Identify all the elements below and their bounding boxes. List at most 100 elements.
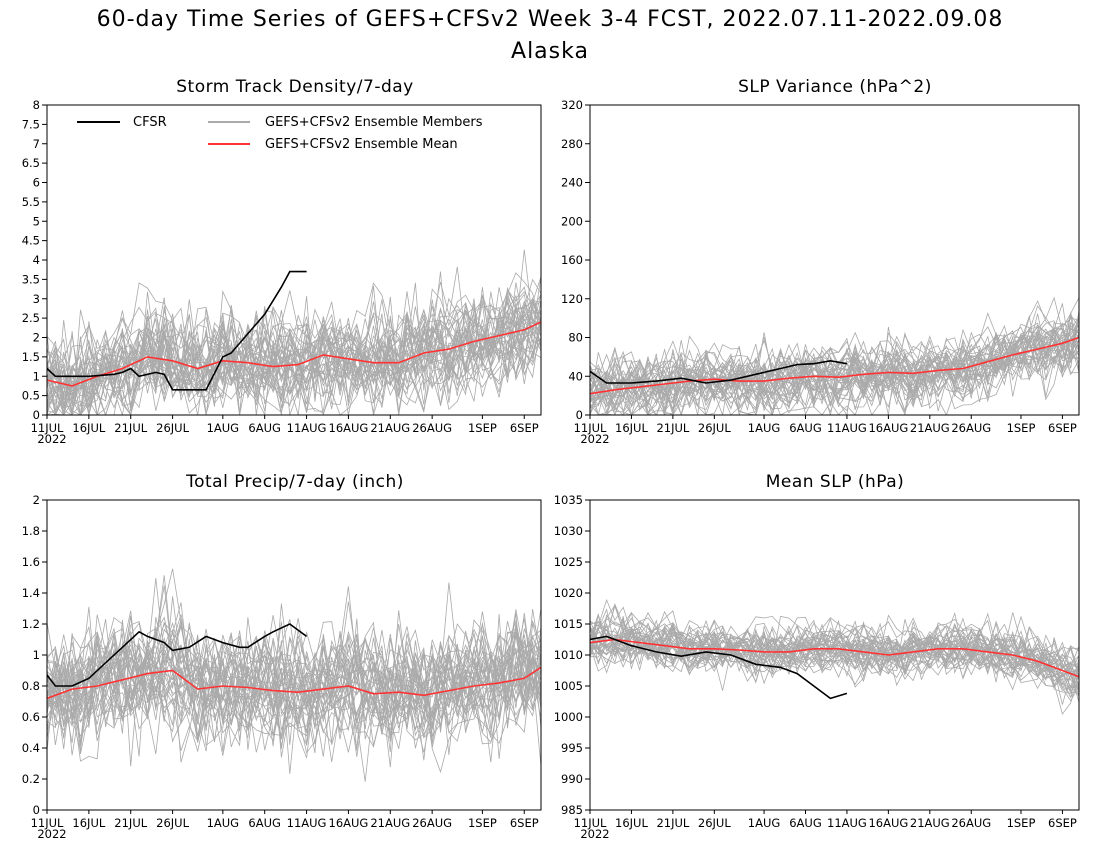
ensemble-member-line (590, 622, 1079, 694)
x-tick-label: 6SEP (1048, 421, 1077, 435)
storm-track-density-panel: Storm Track Density/7-day 0 0.5 1 1.5 2 2.5 3 3… (22, 77, 542, 446)
y-tick-label: 5 (33, 214, 40, 228)
y-tick-label: 1020 (554, 586, 583, 600)
y-tick-label: 2.5 (22, 311, 40, 325)
ensemble-member-line (590, 603, 1079, 677)
x-year-label: 2022 (37, 432, 66, 446)
figure-subtitle: Alaska (511, 39, 589, 64)
x-tick-label: 11AUG (827, 816, 867, 830)
y-tick-label: 320 (561, 98, 583, 112)
y-tick-label: 1.4 (22, 586, 40, 600)
y-tick-label: 0.6 (22, 710, 40, 724)
y-tick-label: 4.5 (22, 234, 40, 248)
x-tick-label: 6SEP (510, 816, 539, 830)
y-tick-label: 280 (561, 137, 583, 151)
ensemble-mean-line (47, 666, 541, 700)
cfsr-line (47, 623, 308, 687)
ensemble-member-line (47, 298, 541, 415)
ensemble-member-line (47, 310, 541, 415)
ensemble-member-line (590, 598, 1079, 670)
y-tick-label: 985 (561, 803, 583, 817)
x-tick-label: 11JUL (31, 816, 64, 830)
y-tick-label: 7 (33, 137, 40, 151)
x-tick-label: 1AUG (748, 421, 781, 435)
ensemble-member-line (590, 334, 1079, 408)
x-tick-label: 1SEP (468, 816, 497, 830)
x-tick-label: 6AUG (248, 816, 281, 830)
x-tick-label: 21JUL (656, 816, 689, 830)
panel-title: Mean SLP (hPa) (766, 472, 905, 492)
y-tick-label: 1015 (554, 617, 583, 631)
x-tick-label: 16JUL (615, 421, 648, 435)
ensemble-member-line (590, 617, 1079, 674)
cfsr-line (47, 270, 307, 391)
ensemble-member-line (590, 318, 1079, 403)
legend-label-members: GEFS+CFSv2 Ensemble Members (265, 115, 483, 130)
ensemble-member-line (47, 613, 541, 737)
y-tick-label: 0.5 (22, 389, 40, 403)
ensemble-member-line (590, 312, 1079, 415)
ensemble-member-line (590, 336, 1079, 410)
x-tick-label: 26AUG (412, 816, 452, 830)
x-tick-label: 21JUL (114, 421, 147, 435)
y-tick-label: 1.8 (22, 524, 40, 538)
x-year-label: 2022 (580, 827, 609, 841)
ensemble-member-line (47, 282, 541, 415)
x-tick-label: 6SEP (1048, 816, 1077, 830)
ensemble-member-line (47, 293, 541, 391)
x-tick-label: 26AUG (951, 816, 991, 830)
y-tick-label: 1.6 (22, 555, 40, 569)
x-tick-label: 16JUL (72, 421, 105, 435)
x-tick-label: 26JUL (156, 421, 189, 435)
ensemble-member-line (47, 305, 541, 415)
x-tick-label: 1SEP (1007, 421, 1036, 435)
y-tick-label: 120 (561, 292, 583, 306)
x-tick-label: 26JUL (698, 816, 731, 830)
ensemble-member-line (47, 276, 541, 404)
ensemble-member-line (47, 295, 541, 415)
x-tick-label: 21AUG (370, 421, 410, 435)
mean-slp-panel: Mean SLP (hPa) 985 990 995 1000 1005 1010 1015… (554, 472, 1080, 841)
y-tick-label: 1030 (554, 524, 583, 538)
total-precip-panel: Total Precip/7-day (inch) 0 0.2 0.4 0.6 0.8 1… (22, 472, 542, 841)
ensemble-member-line (47, 329, 541, 415)
y-tick-label: 1 (33, 369, 40, 383)
ensemble-mean-line (590, 638, 1079, 678)
ensemble-member-line (47, 568, 541, 756)
slp-variance-panel: SLP Variance (hPa^2) 0 40 80 120 160 200 240 28… (561, 77, 1080, 446)
ensemble-member-line (47, 320, 541, 415)
y-tick-label: 1.5 (22, 350, 40, 364)
figure-title: 60-day Time Series of GEFS+CFSv2 Week 3-… (97, 7, 1004, 32)
ensemble-members (47, 568, 541, 782)
x-tick-label: 21AUG (910, 816, 950, 830)
y-tick-label: 7.5 (22, 117, 40, 131)
panel-title: SLP Variance (hPa^2) (738, 77, 932, 97)
y-tick-label: 0 (33, 408, 40, 422)
y-tick-label: 2 (33, 331, 40, 345)
x-tick-label: 1SEP (468, 421, 497, 435)
ensemble-members (590, 598, 1079, 715)
ensemble-member-line (47, 626, 541, 734)
x-tick-label: 6AUG (789, 816, 822, 830)
ensemble-member-line (590, 322, 1079, 403)
x-tick-label: 11AUG (827, 421, 867, 435)
ensemble-member-line (590, 616, 1079, 692)
y-tick-label: 1.2 (22, 617, 40, 631)
x-year-label: 2022 (37, 827, 66, 841)
x-tick-label: 21AUG (370, 816, 410, 830)
y-tick-label: 80 (568, 331, 583, 345)
ensemble-member-line (47, 320, 541, 415)
y-tick-label: 0.4 (22, 741, 40, 755)
ensemble-members (47, 249, 541, 415)
ensemble-member-line (47, 315, 541, 415)
y-tick-label: 5.5 (22, 195, 40, 209)
y-tick-label: 1 (33, 648, 40, 662)
x-tick-label: 26JUL (156, 816, 189, 830)
y-tick-label: 0.2 (22, 772, 40, 786)
ensemble-member-line (47, 278, 541, 404)
panel-title: Total Precip/7-day (inch) (185, 472, 404, 492)
y-tick-label: 1005 (554, 679, 583, 693)
x-tick-label: 11AUG (287, 816, 327, 830)
x-tick-label: 16JUL (615, 816, 648, 830)
